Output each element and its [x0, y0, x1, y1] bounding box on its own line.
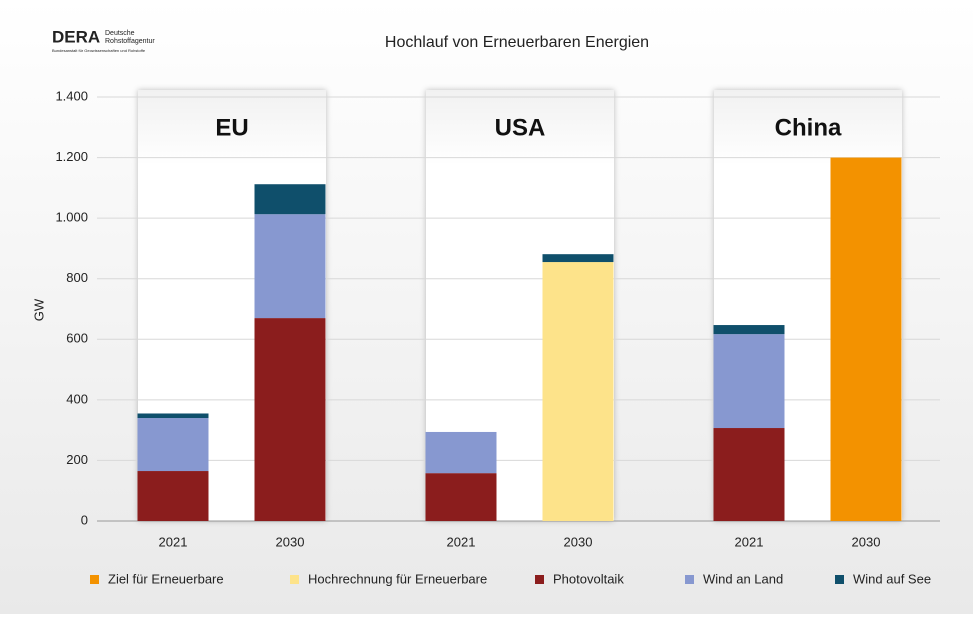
legend-swatch [835, 575, 844, 584]
x-tick-label: 2021 [159, 534, 188, 549]
y-tick-label: 1.200 [55, 149, 88, 164]
y-tick-label: 0 [81, 512, 88, 527]
bar-segment [425, 473, 497, 521]
bar-segment [254, 184, 326, 215]
legend-swatch [90, 575, 99, 584]
x-tick-label: 2030 [276, 534, 305, 549]
bar-segment [713, 334, 785, 429]
x-tick-label: 2021 [447, 534, 476, 549]
bar-segment [254, 214, 326, 319]
legend-label: Hochrechnung für Erneuerbare [308, 571, 487, 586]
logo-line: Bundesanstalt für Geowissenschaften und … [52, 48, 146, 53]
group-label: USA [495, 114, 546, 141]
logo-name: DERA [52, 27, 100, 46]
y-tick-label: 600 [66, 331, 88, 346]
group-header [426, 90, 614, 165]
legend-swatch [685, 575, 694, 584]
bar-segment [542, 262, 614, 521]
y-axis-label: GW [31, 298, 46, 321]
group-header [138, 90, 326, 165]
legend-label: Ziel für Erneuerbare [108, 571, 224, 586]
bar-segment [425, 431, 497, 474]
logo: DERA Deutsche Rohstoffagentur Bundesanst… [52, 27, 155, 53]
legend-label: Photovoltaik [553, 571, 624, 586]
bar-segment [137, 413, 209, 419]
y-tick-label: 200 [66, 452, 88, 467]
x-tick-label: 2030 [564, 534, 593, 549]
bar-segment [542, 254, 614, 263]
bar-segment [713, 428, 785, 521]
group-header [714, 90, 902, 165]
group-label: China [775, 114, 842, 141]
legend-label: Wind an Land [703, 571, 783, 586]
bar-segment [137, 471, 209, 521]
bar-segment [830, 157, 902, 522]
x-tick-label: 2021 [735, 534, 764, 549]
bar-segment [137, 418, 209, 472]
y-tick-label: 800 [66, 270, 88, 285]
x-tick-label: 2030 [852, 534, 881, 549]
logo-line: Deutsche [105, 30, 135, 37]
y-tick-label: 1.000 [55, 210, 88, 225]
legend-label: Wind auf See [853, 571, 931, 586]
chart-title: Hochlauf von Erneuerbaren Energien [385, 34, 649, 51]
group-label: EU [215, 114, 248, 141]
y-tick-label: 400 [66, 391, 88, 406]
y-tick-label: 1.400 [55, 88, 88, 103]
bar-segment [254, 318, 326, 521]
legend-swatch [535, 575, 544, 584]
bar-segment [713, 325, 785, 335]
legend-swatch [290, 575, 299, 584]
logo-line: Rohstoffagentur [105, 38, 155, 45]
